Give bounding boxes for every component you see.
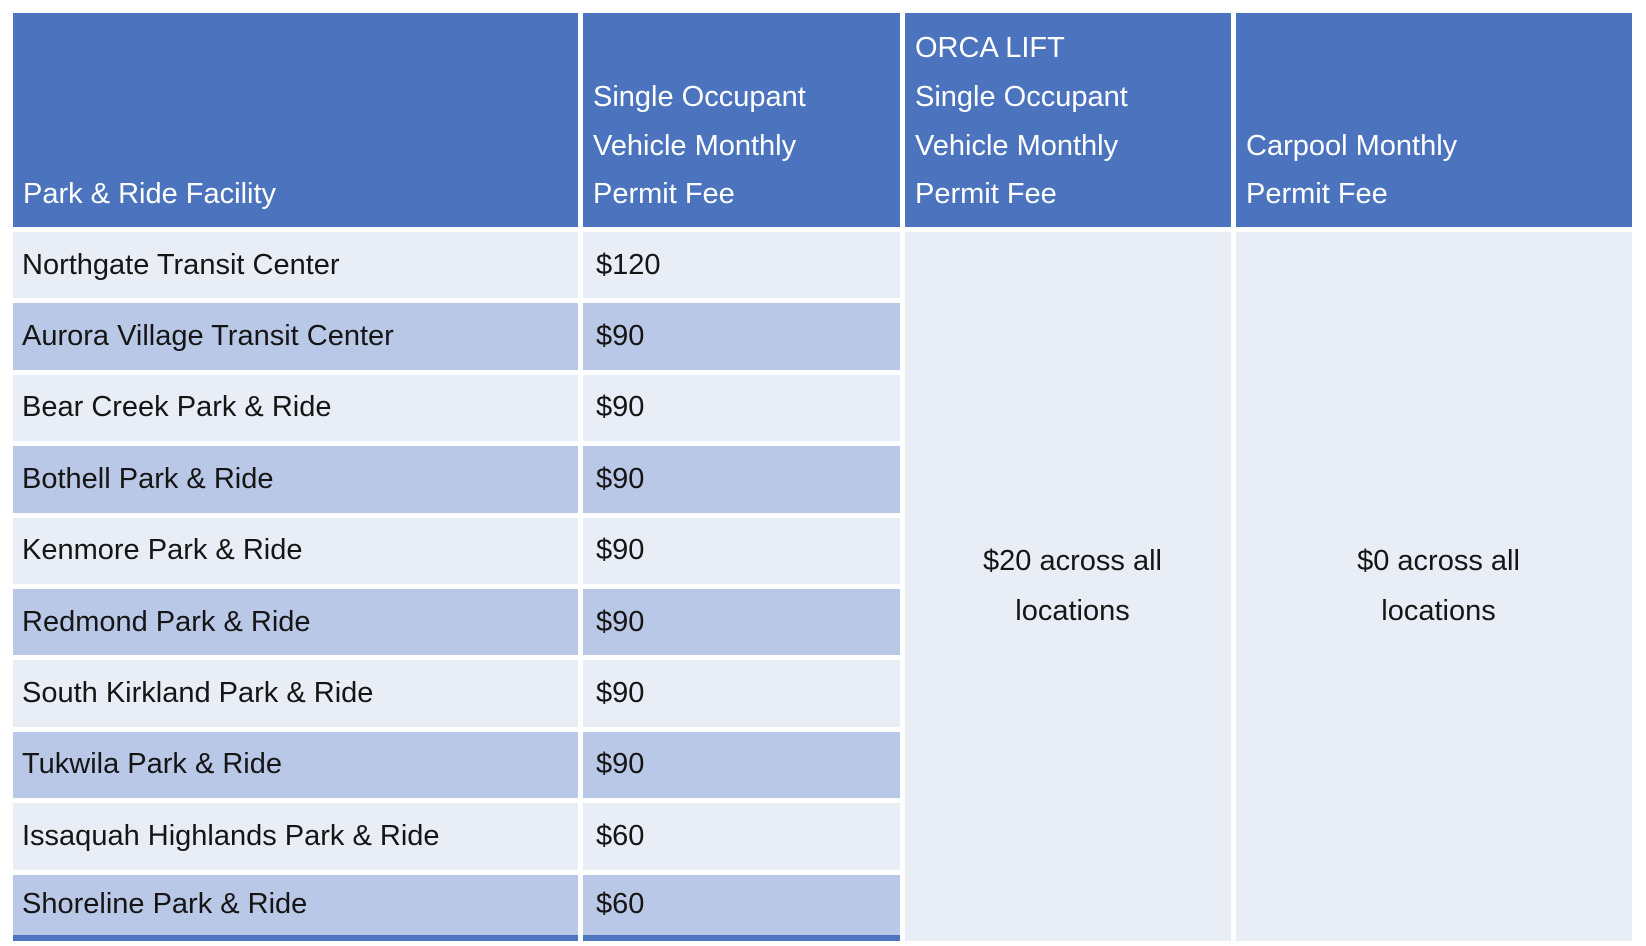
header-cell-sov-fee: Single Occupant Vehicle Monthly Permit F… (583, 13, 900, 227)
sov-fee-cell: $90 (583, 660, 900, 727)
facility-cell: Tukwila Park & Ride (13, 731, 578, 799)
header-cell-orca-lift-fee: ORCA LIFT Single Occupant Vehicle Monthl… (905, 13, 1231, 227)
facility-cell: Issaquah Highlands Park & Ride (13, 803, 578, 870)
sov-fee-cell: $90 (583, 374, 900, 442)
facility-cell: Aurora Village Transit Center (13, 303, 578, 370)
sov-fee-cell: $90 (583, 731, 900, 799)
sov-fee-cell: $120 (583, 232, 900, 299)
park-ride-fee-table: Park & Ride Facility Single Occupant Veh… (13, 13, 1632, 941)
sov-fee-cell: $60 (583, 803, 900, 870)
header-cell-facility: Park & Ride Facility (13, 13, 578, 227)
facility-cell: Kenmore Park & Ride (13, 517, 578, 584)
facility-cell: Redmond Park & Ride (13, 589, 578, 656)
merged-cell-orca-lift-fee: $20 across all locations (905, 232, 1231, 941)
sov-fee-cell: $90 (583, 589, 900, 656)
facility-cell: South Kirkland Park & Ride (13, 660, 578, 727)
merged-cell-carpool-fee: $0 across all locations (1236, 232, 1632, 941)
header-cell-carpool-fee: Carpool Monthly Permit Fee (1236, 13, 1632, 227)
sov-fee-cell: $90 (583, 303, 900, 370)
sov-fee-cell: $90 (583, 446, 900, 513)
facility-cell: Northgate Transit Center (13, 232, 578, 299)
facility-cell: Bothell Park & Ride (13, 446, 578, 513)
sov-fee-cell: $90 (583, 517, 900, 584)
facility-cell: Shoreline Park & Ride (13, 874, 578, 941)
sov-fee-cell: $60 (583, 874, 900, 941)
facility-cell: Bear Creek Park & Ride (13, 374, 578, 442)
